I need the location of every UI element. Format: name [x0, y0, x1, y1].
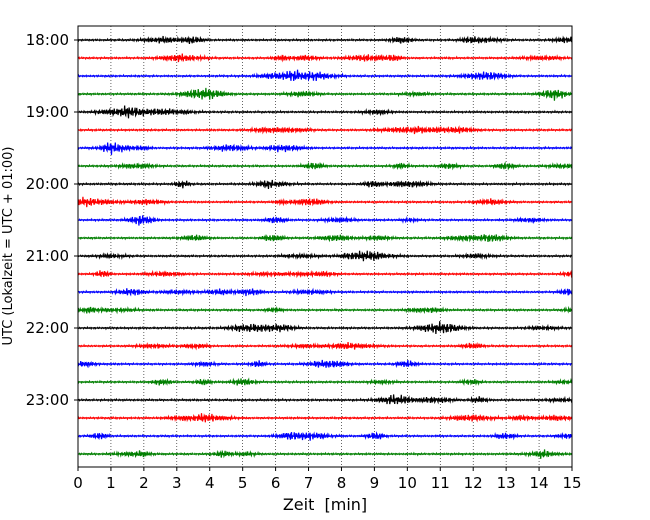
- trace-line: [77, 125, 573, 135]
- trace-line: [77, 161, 573, 171]
- x-tick-label: 1: [106, 474, 116, 492]
- trace-line: [77, 341, 573, 351]
- y-tick-label: 23:00: [26, 391, 69, 409]
- trace-line: [77, 233, 573, 243]
- trace-line: [77, 53, 573, 63]
- seismic-traces: [77, 35, 573, 459]
- y-axis-label: UTC (Lokalzeit = UTC + 01:00): [1, 147, 16, 346]
- trace-line: [77, 179, 573, 190]
- x-tick-label: 8: [337, 474, 347, 492]
- x-tick-label: 2: [139, 474, 149, 492]
- y-tick-label: 20:00: [26, 175, 69, 193]
- trace-line: [78, 321, 573, 335]
- trace-line: [77, 142, 573, 155]
- x-tick-label: 10: [398, 474, 417, 492]
- x-tick-label: 5: [238, 474, 248, 492]
- trace-line: [77, 287, 573, 297]
- trace-line: [77, 69, 573, 82]
- y-tick-label: 18:00: [26, 31, 69, 49]
- x-tick-label: 11: [431, 474, 450, 492]
- x-tick-label: 13: [497, 474, 516, 492]
- trace-line: [77, 377, 573, 387]
- x-tick-label: 4: [205, 474, 215, 492]
- y-tick-label: 22:00: [26, 319, 69, 337]
- y-tick-label: 21:00: [26, 247, 69, 265]
- x-tick-label: 15: [562, 474, 581, 492]
- trace-line: [77, 431, 573, 441]
- x-tick-label: 3: [172, 474, 182, 492]
- y-axis: 18:00 19:00 20:00 21:00 22:00 23:00: [26, 31, 78, 409]
- trace-line: [77, 215, 573, 226]
- trace-line: [77, 269, 573, 279]
- x-tick-label: 0: [73, 474, 83, 492]
- trace-line: [77, 305, 573, 315]
- trace-line: [77, 87, 573, 101]
- y-tick-label: 19:00: [26, 103, 69, 121]
- x-tick-label: 7: [304, 474, 314, 492]
- trace-line: [77, 359, 573, 369]
- trace-line: [77, 449, 573, 459]
- x-tick-label: 14: [530, 474, 549, 492]
- trace-line: [77, 105, 573, 119]
- trace-line: [77, 413, 573, 423]
- x-tick-label: 6: [271, 474, 281, 492]
- x-tick-label: 12: [464, 474, 483, 492]
- x-axis: 0 1 2 3 4 5 6 7 8 9 10 11 12 13 14 15: [73, 467, 582, 492]
- trace-line: [77, 35, 573, 45]
- trace-line: [77, 250, 573, 262]
- trace-line: [77, 394, 573, 405]
- x-axis-label: Zeit [min]: [283, 495, 367, 514]
- x-tick-label: 9: [370, 474, 380, 492]
- trace-line: [77, 196, 573, 208]
- plot-frame: [77, 25, 573, 468]
